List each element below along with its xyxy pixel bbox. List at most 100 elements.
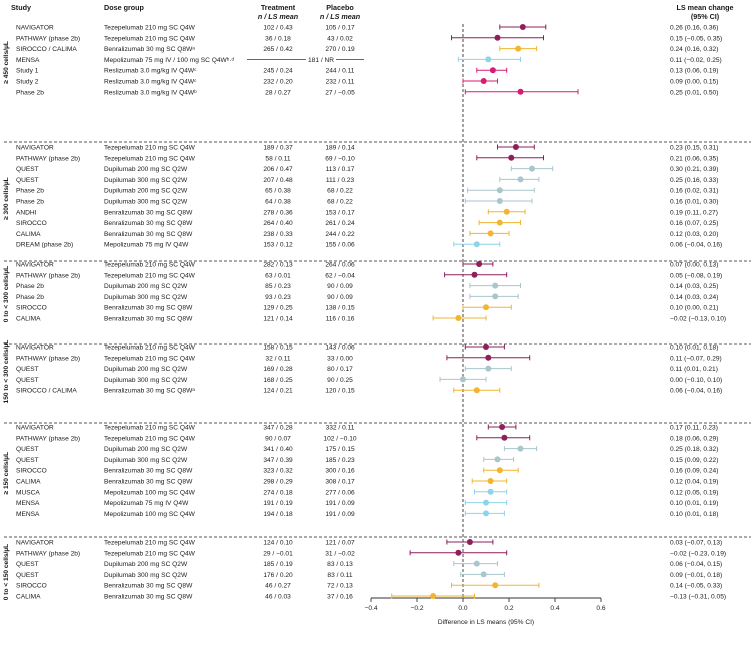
point-estimate <box>485 365 492 372</box>
placebo-n-mean: 121 / 0.07 <box>325 540 355 547</box>
placebo-n-mean: 138 / 0.15 <box>325 305 355 312</box>
header-placebo-sub: n / LS mean <box>319 12 361 21</box>
study-name: QUEST <box>16 457 39 464</box>
point-estimate <box>503 208 510 215</box>
study-name: QUEST <box>16 166 39 173</box>
header-placebo: Placebo n / LS mean <box>310 3 370 21</box>
point-estimate <box>485 354 492 361</box>
dose-group: Mepolizumab 100 mg SC Q4W <box>104 511 196 518</box>
treatment-n-mean: 265 / 0.42 <box>263 46 293 53</box>
treatment-n-mean: 189 / 0.37 <box>263 145 293 152</box>
point-estimate <box>430 593 437 599</box>
placebo-n-mean: 189 / 0.14 <box>325 145 355 152</box>
dose-group: Reslizumab 3.0 mg/kg IV Q4Wᶜ <box>104 79 197 86</box>
study-name: MENSA <box>16 57 40 64</box>
treatment-n-mean: 65 / 0.38 <box>265 188 291 195</box>
point-estimate <box>483 510 489 517</box>
dose-group: Tezepelumab 210 mg SC Q4W <box>104 272 196 279</box>
dose-group: Mepolizumab 100 mg SC Q4W <box>104 489 196 496</box>
study-name: NAVIGATOR <box>16 345 54 352</box>
placebo-n-mean: 143 / 0.06 <box>325 345 355 352</box>
ls-mean-change-ci: 0.11 (−0.02, 0.25) <box>670 57 722 64</box>
dose-group: Mepolizumab 75 mg IV Q4W <box>104 242 189 249</box>
study-name: QUEST <box>16 572 39 579</box>
point-estimate <box>512 144 519 150</box>
study-name: NAVIGATOR <box>16 540 54 547</box>
x-tick-label: 0.0 <box>458 605 467 612</box>
point-estimate <box>529 165 535 172</box>
dose-group: Benralizumab 30 mg SC Q8W <box>104 305 193 312</box>
placebo-n-mean: 191 / 0.09 <box>325 500 355 507</box>
study-name: CALIMA <box>16 479 41 486</box>
ls-mean-change-ci: 0.15 (−0.05, 0.35) <box>670 35 722 42</box>
point-estimate <box>489 67 496 74</box>
dose-group: Benralizumab 30 mg SC Q8W <box>104 209 193 216</box>
study-name: PATHWAY (phase 2b) <box>16 435 80 442</box>
dose-group: Mepolizumab 75 mg IV Q4W <box>104 500 189 507</box>
treatment-n-mean: 90 / 0.07 <box>265 435 291 442</box>
ls-mean-change-ci: 0.16 (0.01, 0.30) <box>670 199 718 206</box>
study-name: NAVIGATOR <box>16 425 54 432</box>
ls-mean-change-ci: 0.19 (0.11, 0.27) <box>670 209 718 216</box>
study-name: QUEST <box>16 377 39 384</box>
placebo-n-mean: 27 / −0.05 <box>325 89 355 96</box>
treatment-n-mean: 121 / 0.14 <box>263 316 293 323</box>
placebo-n-mean: 175 / 0.15 <box>325 446 355 453</box>
group-label: ≥ 300 cells/µL <box>3 177 10 220</box>
point-estimate <box>519 24 526 30</box>
study-name: MENSA <box>16 511 40 518</box>
study-name: PATHWAY (phase 2b) <box>16 272 80 279</box>
ls-mean-change-ci: 0.17 (0.11, 0.23) <box>670 425 718 432</box>
dose-group: Dupilumab 300 mg SC Q2W <box>104 457 188 464</box>
study-name: SIROCCO <box>16 583 47 590</box>
treatment-n-mean: 29 / −0.01 <box>263 550 293 557</box>
treatment-n-mean: 185 / 0.19 <box>263 561 293 568</box>
ls-mean-change-ci: 0.25 (0.18, 0.32) <box>670 446 718 453</box>
treatment-n-mean: 206 / 0.47 <box>263 166 293 173</box>
treatment-n-mean: 32 / 0.11 <box>265 355 291 362</box>
ls-mean-change-ci: 0.16 (0.07, 0.25) <box>670 220 718 227</box>
placebo-n-mean: 111 / 0.23 <box>326 177 355 184</box>
placebo-n-mean: 62 / −0.04 <box>325 272 355 279</box>
ls-mean-change-ci: 0.10 (0.01, 0.18) <box>670 511 718 518</box>
dose-group: Benralizumab 30 mg SC Q8W <box>104 231 193 238</box>
ls-mean-change-ci: 0.07 (0.00, 0.13) <box>670 262 718 269</box>
point-estimate <box>494 34 501 41</box>
treatment-n-mean: 28 / 0.27 <box>265 89 291 96</box>
ls-mean-change-ci: 0.12 (0.03, 0.20) <box>670 231 718 238</box>
ls-mean-change-ci: 0.12 (0.05, 0.19) <box>670 489 718 496</box>
point-estimate <box>496 198 503 204</box>
ls-mean-change-ci: 0.06 (−0.04, 0.16) <box>670 388 722 395</box>
dose-group: Benralizumab 30 mg SC Q8W <box>104 479 193 486</box>
header-dose-group: Dose group <box>104 3 144 12</box>
placebo-n-mean: 31 / −0.02 <box>325 550 355 557</box>
ls-mean-change-ci: 0.18 (0.06, 0.29) <box>670 435 718 442</box>
dose-group: Tezepelumab 210 mg SC Q4W <box>104 345 196 352</box>
group-label: ≥ 150 cells/µL <box>3 452 10 495</box>
dose-group: Tezepelumab 210 mg SC Q4W <box>104 355 196 362</box>
merged-n-mean: 181 / NR <box>308 57 334 64</box>
ls-mean-change-ci: 0.15 (0.09, 0.22) <box>670 457 718 464</box>
header-ls-mean-change: LS mean change (95% CI) <box>660 3 750 21</box>
treatment-n-mean: 36 / 0.18 <box>265 35 291 42</box>
study-name: CALIMA <box>16 594 41 601</box>
header-study: Study <box>11 3 31 12</box>
dose-group: Tezepelumab 210 mg SC Q4W <box>104 25 196 32</box>
dose-group: Reslizumab 3.0 mg/kg IV Q4Wᵇ <box>104 89 197 96</box>
placebo-n-mean: 300 / 0.16 <box>325 468 355 475</box>
dose-group: Mepolizumab 75 mg IV / 100 mg SC Q4Wᵇ·ᵈ <box>104 57 234 64</box>
treatment-n-mean: 153 / 0.12 <box>263 242 293 249</box>
treatment-n-mean: 245 / 0.24 <box>263 68 293 75</box>
treatment-n-mean: 347 / 0.39 <box>263 457 293 464</box>
ls-mean-change-ci: 0.14 (0.03, 0.25) <box>670 283 718 290</box>
dose-group: Reslizumab 3.0 mg/kg IV Q4Wᶜ <box>104 68 197 75</box>
point-estimate <box>473 241 480 248</box>
dose-group: Benralizumab 30 mg SC Q8Wᵃ <box>104 46 195 53</box>
ls-mean-change-ci: 0.12 (0.04, 0.19) <box>670 479 718 486</box>
study-name: SIROCCO <box>16 468 47 475</box>
dose-group: Benralizumab 30 mg SC Q8Wᵃ <box>104 388 195 395</box>
ls-mean-change-ci: 0.26 (0.16, 0.36) <box>670 25 718 32</box>
treatment-n-mean: 238 / 0.33 <box>263 231 293 238</box>
point-estimate <box>480 78 487 84</box>
dose-group: Dupilumab 200 mg SC Q2W <box>104 166 188 173</box>
